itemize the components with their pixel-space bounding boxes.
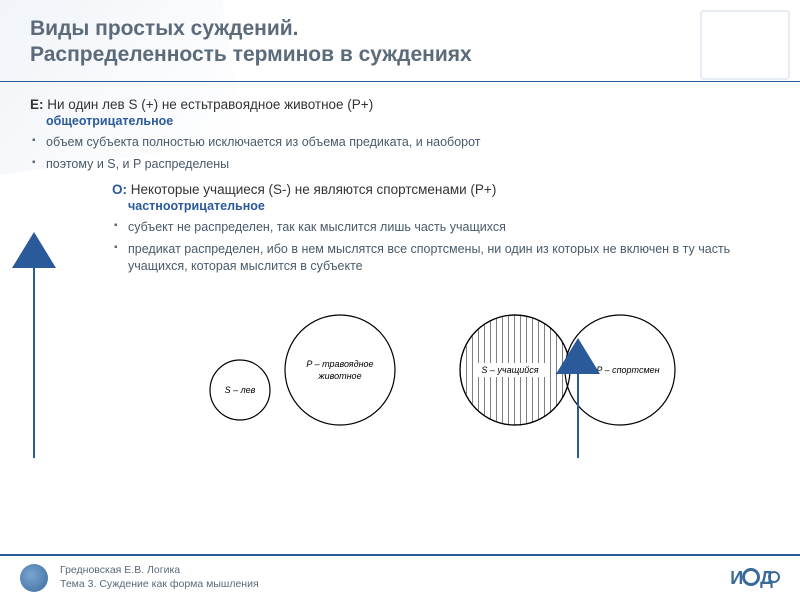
euler-diagram: S – лев P – травоядное животное S – учащ…	[190, 295, 740, 445]
label-E: Е:	[30, 97, 44, 112]
arrow-left-head	[12, 232, 56, 268]
bullets-O: субъект не распределен, так как мыслится…	[112, 219, 770, 275]
label-P-sportsman: P – спортсмен	[596, 365, 659, 375]
section-E: Е: Ни один лев S (+) не естьтравоядное ж…	[30, 96, 770, 173]
section-O: О: Некоторые учащиеся (S-) не являются с…	[112, 181, 770, 275]
arrow-right-head	[556, 338, 600, 374]
bullet-E-2: поэтому и S, и P распределены	[30, 156, 770, 173]
label-S-student: S – учащийся	[481, 365, 538, 375]
page-title: Виды простых суждений. Распределенность …	[30, 16, 770, 69]
diagram-area: S – лев P – травоядное животное S – учащ…	[30, 285, 770, 440]
footer-logo-right-icon: ИД	[730, 568, 780, 589]
arrow-right-line	[577, 374, 579, 458]
footer-text: Гредновская Е.В. Логика Тема 3. Суждение…	[60, 564, 730, 591]
title-line-2: Распределенность терминов в суждениях	[30, 43, 472, 66]
type-O: частноотрицательное	[128, 199, 770, 213]
circle-P-herbivore	[285, 315, 395, 425]
text-E: Ни один лев S (+) не естьтравоядное живо…	[47, 97, 373, 112]
proposition-E: Е: Ни один лев S (+) не естьтравоядное ж…	[30, 96, 770, 114]
text-O: Некоторые учащиеся (S-) не являются спор…	[131, 182, 497, 197]
bullets-E: объем субъекта полностью исключается из …	[30, 134, 770, 173]
bullet-E-1: объем субъекта полностью исключается из …	[30, 134, 770, 151]
proposition-O: О: Некоторые учащиеся (S-) не являются с…	[112, 181, 770, 199]
footer-logo-left-icon	[20, 564, 48, 592]
footer-line-1: Гредновская Е.В. Логика	[60, 564, 180, 576]
type-E: общеотрицательное	[46, 114, 770, 128]
content-area: Е: Ни один лев S (+) не естьтравоядное ж…	[0, 82, 800, 440]
label-P-herb-1: P – травоядное	[306, 359, 373, 369]
label-P-herb-2: животное	[317, 371, 361, 381]
footer: Гредновская Е.В. Логика Тема 3. Суждение…	[0, 554, 800, 600]
footer-line-2: Тема 3. Суждение как форма мышления	[60, 578, 259, 590]
bullet-O-2: предикат распределен, ибо в нем мыслятся…	[112, 241, 770, 275]
title-line-1: Виды простых суждений.	[30, 17, 299, 40]
title-block: Виды простых суждений. Распределенность …	[0, 0, 800, 82]
arrow-left-line	[33, 268, 35, 458]
label-S-lev: S – лев	[225, 385, 256, 395]
bullet-O-1: субъект не распределен, так как мыслится…	[112, 219, 770, 236]
label-O: О:	[112, 182, 127, 197]
